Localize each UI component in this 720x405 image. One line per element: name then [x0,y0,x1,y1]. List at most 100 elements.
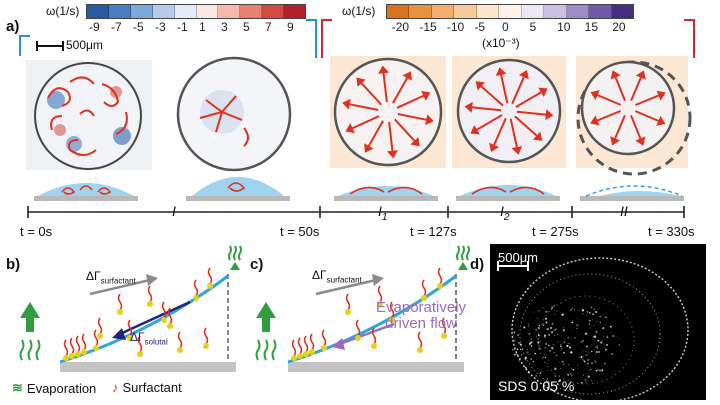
speckle-dot [537,338,539,340]
colorbar-swatch [218,5,241,18]
surfactant-tail [371,327,377,345]
substrate-5 [580,196,684,201]
speckle-dot [588,352,590,353]
surfactant-tail [63,339,69,357]
surfactant-head [137,351,143,357]
speckle-dot [555,354,558,357]
gamma-surfactant-b: ΔΓsurfactant [86,269,136,286]
speckle-dot [531,347,532,349]
surfactant-head [291,355,297,361]
scalebar-a-tick-left [36,41,38,51]
speckle-dot [539,372,542,374]
flow-arrow [613,114,626,140]
speckle-dot [612,334,615,338]
speckle-dot [585,350,586,352]
speckle-dot [530,341,533,344]
speckle-dot [545,342,548,346]
colorbar-tick: -20 [391,20,410,34]
time-label-2: t = 127s [410,224,457,239]
flow-arrow-head [410,137,420,147]
speckle-dot [542,357,544,358]
speckle-dot [594,339,595,341]
panel-d-letter: d) [470,256,485,273]
surfactant-head [161,317,167,323]
surfactant-head [97,333,103,339]
speckle-dot [540,348,542,350]
speckle-dot [550,308,553,310]
speckle-dot [580,381,583,384]
flow-arrow [360,81,382,106]
flow-arrow [351,115,380,130]
surfactant-head [421,295,427,301]
speckle-dot [582,355,584,357]
speckle-dot [560,320,562,321]
speckle-dot [584,332,588,335]
flow-arrow-head [656,115,666,126]
colorbar-tick: 1 [199,20,206,34]
surfactant-tail [355,319,361,337]
speckle-dot [531,338,532,340]
speckle-dot [606,336,609,339]
speckle-dot [553,305,556,307]
surfactant-tail [303,335,309,353]
flow-arrow [635,94,660,106]
speckle-dot [519,343,522,346]
speckle-dot [610,332,612,334]
surfactant-icon: ♪ [112,380,119,395]
scalebar-d-label: 500μm [498,250,539,265]
flow-arrow-head [470,124,480,135]
speckle-dot [609,325,612,328]
colorbar-swatch [566,5,590,18]
speckle-dot [578,310,580,311]
speckle-dot [595,369,598,372]
speckle-dot [519,357,521,360]
profile-3 [338,186,434,196]
speckle-dot [530,345,533,347]
speckle-dot [517,355,519,357]
speckle-dot [603,336,604,337]
surfactant-head [437,283,443,289]
speckle-dot [563,341,566,343]
speckle-dot [581,349,583,351]
speckle-dot [539,327,541,328]
colorbar-swatch [262,5,285,18]
speckle-dot [602,340,603,341]
surfactant-tail [441,317,447,335]
speckle-dot [576,324,579,327]
speckle-dot [597,339,600,342]
scalebar-a-label: 500μm [66,38,103,52]
flow-arrow [509,118,519,149]
flow-arrow [392,76,409,104]
colorbar-swatch [152,5,175,18]
speckle-dot [570,351,573,354]
speckle-dot [606,335,608,337]
speckle-dot [592,313,594,316]
flow-arrow-head [356,77,366,87]
speckle-dot [540,340,542,342]
speckle-dot [596,346,599,349]
speckle-dot [593,325,595,327]
flow-arrow [614,76,626,101]
speckle-dot [560,303,562,305]
stage-label-3: I2 [500,203,510,223]
speckle-dot [513,353,516,356]
speckle-dot [605,323,606,325]
colorbar-right-ticks: -20 -15 -10 -5 0 5 10 15 20 [386,20,634,36]
speckle-dot [568,382,571,385]
speckle-dot [602,327,605,330]
flow-arrow-head [538,87,548,98]
speckle-dot [518,342,520,344]
flow-arrow-head [421,90,431,101]
speckle-dot [535,374,538,377]
speckle-dot [561,360,564,363]
speckle-dot [571,374,573,377]
speckle-dot [546,378,549,380]
speckle-dot [560,344,562,345]
flow-arrow-head [610,70,621,80]
panel-d-image [490,244,706,400]
speckle-dot [567,374,570,376]
flow-arrow-head [590,90,600,101]
speckle-dot [552,348,554,350]
speckle-dot [557,341,559,343]
speckle-dot [618,344,621,346]
